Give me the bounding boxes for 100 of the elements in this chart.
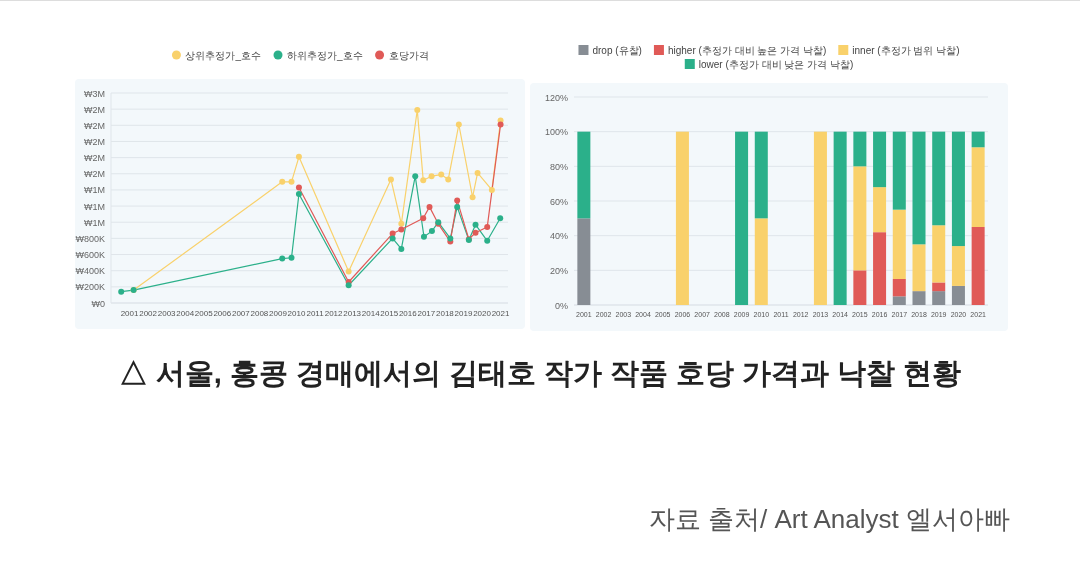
x-tick-label: 2005 — [194, 309, 214, 318]
y-tick-label: 100% — [544, 127, 568, 138]
bar — [971, 147, 985, 227]
y-tick-label: ₩2M — [84, 104, 105, 115]
x-tick-label: 2007 — [231, 309, 251, 318]
bar — [932, 282, 946, 292]
y-tick-label: ₩2M — [84, 120, 105, 131]
x-tick-label: 2002 — [139, 309, 158, 318]
x-tick-label: 2021 — [491, 309, 511, 318]
y-tick-label: ₩1M — [84, 217, 105, 228]
point — [426, 203, 433, 210]
point — [445, 176, 452, 183]
point — [398, 245, 405, 252]
point — [295, 190, 302, 197]
bar — [735, 131, 749, 305]
bar — [873, 232, 887, 305]
point — [474, 169, 481, 176]
y-tick-label: 0% — [554, 300, 568, 311]
x-tick-label: 2020 — [473, 309, 492, 318]
point — [497, 121, 504, 128]
x-tick-label: 2003 — [157, 309, 177, 318]
point — [279, 255, 286, 262]
bar — [577, 218, 591, 305]
x-tick-label: 2010 — [287, 309, 306, 318]
point — [455, 121, 462, 128]
legend-label: 상위추정가_호수 — [185, 50, 261, 61]
bar — [675, 131, 689, 305]
bar — [932, 225, 946, 283]
point — [472, 229, 479, 236]
legend-label: 하위추정가_호수 — [287, 50, 363, 61]
bar — [853, 166, 867, 271]
point — [398, 220, 405, 227]
point — [454, 203, 461, 210]
y-tick-label: ₩3M — [84, 88, 105, 99]
x-tick-label: 2016 — [398, 309, 418, 318]
legend-label: inner (추정가 범위 낙찰) — [852, 45, 960, 56]
point — [398, 226, 405, 233]
x-tick-label: 2004 — [176, 309, 195, 318]
bar — [853, 131, 867, 167]
bar — [892, 209, 906, 279]
y-tick-label: 120% — [544, 92, 568, 103]
point — [295, 184, 302, 191]
point — [118, 288, 125, 295]
point — [488, 186, 495, 193]
text: 자료 출처/ Art Analyst 엘서아빠 — [648, 504, 1010, 534]
x-tick-label: 2001 — [120, 309, 139, 318]
y-tick-label: ₩200K — [75, 282, 105, 293]
bar — [912, 291, 926, 305]
bar — [892, 296, 906, 305]
x-tick-label: 2017 — [417, 309, 436, 318]
x-tick-label: 2015 — [380, 309, 399, 318]
point — [428, 173, 435, 180]
point — [295, 153, 302, 160]
bar — [853, 270, 867, 305]
x-tick-label: 2014 — [361, 309, 381, 318]
bar — [932, 131, 946, 226]
bar — [951, 285, 965, 305]
x-tick-label: 2008 — [250, 309, 269, 318]
point — [387, 176, 394, 183]
y-tick-label: ₩1M — [84, 201, 105, 212]
y-tick-label: 40% — [549, 231, 568, 242]
y-tick-label: ₩400K — [75, 266, 105, 277]
y-tick-label: 80% — [549, 161, 568, 172]
point — [438, 171, 445, 178]
legend-label: drop (유찰) — [592, 45, 642, 56]
x-tick-label: 2011 — [306, 309, 325, 318]
point — [420, 177, 427, 184]
point — [412, 173, 419, 180]
bar — [951, 246, 965, 286]
bar — [813, 131, 827, 305]
point — [288, 178, 295, 185]
point — [484, 224, 491, 231]
bar — [577, 131, 591, 219]
text: △ 서울, 홍콩 경매에서의 김태호 작가 작품 호당 가격과 낙찰 현황 — [118, 357, 962, 389]
point — [288, 254, 295, 261]
bar — [971, 131, 985, 148]
legend-label: lower (추정가 대비 낮은 가격 낙찰) — [698, 59, 854, 70]
x-tick-label: 2019 — [454, 309, 473, 318]
legend-label: 호당가격 — [388, 50, 429, 61]
y-tick-label: ₩800K — [75, 233, 105, 244]
y-tick-label: ₩2M — [84, 169, 105, 180]
bar — [754, 131, 768, 219]
point — [420, 233, 427, 240]
point — [420, 215, 427, 222]
bar — [873, 187, 887, 233]
y-tick-label: ₩2M — [84, 153, 105, 164]
bar — [912, 131, 926, 245]
point — [484, 237, 491, 244]
legend-label: higher (추정가 대비 높은 가격 낙찰) — [667, 45, 827, 56]
y-tick-label: ₩0 — [91, 298, 105, 309]
bar — [873, 131, 887, 188]
point — [345, 282, 352, 289]
point — [428, 228, 435, 235]
bar — [892, 279, 906, 297]
bar — [892, 131, 906, 210]
bar — [932, 291, 946, 305]
x-tick-label: 2013 — [343, 309, 362, 318]
x-tick-label: 2009 — [269, 309, 288, 318]
point — [497, 215, 504, 222]
point — [389, 235, 396, 242]
